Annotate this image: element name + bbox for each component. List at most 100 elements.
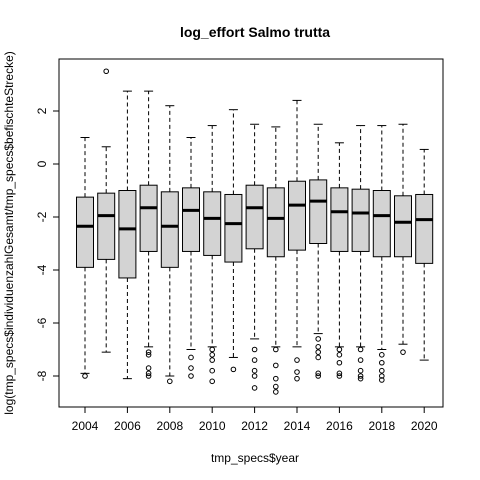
- outlier-point: [188, 365, 194, 371]
- outlier-point: [357, 357, 364, 363]
- y-tick-label: -4: [35, 264, 49, 275]
- iqr-box: [394, 195, 412, 258]
- box-2018: [372, 125, 391, 383]
- box-2004: [76, 137, 94, 379]
- iqr-box: [76, 196, 94, 268]
- outlier-point: [209, 346, 215, 353]
- outlier-point: [273, 383, 279, 390]
- y-tick-label: -2: [35, 211, 49, 222]
- iqr-box: [182, 187, 200, 252]
- outlier-point: [336, 346, 343, 353]
- box-2015: [309, 123, 328, 379]
- outlier-point: [379, 352, 385, 358]
- outlier-point: [251, 373, 258, 379]
- iqr-box: [309, 179, 328, 244]
- outlier-point: [315, 336, 322, 342]
- iqr-box: [288, 180, 306, 251]
- outlier-point: [379, 377, 385, 383]
- x-tick-label: 2004: [72, 419, 99, 433]
- outlier-point: [251, 346, 258, 353]
- outlier-point: [251, 385, 258, 391]
- outlier-point: [251, 367, 258, 374]
- box-2006: [118, 90, 137, 380]
- box-2011: [224, 109, 243, 373]
- x-tick-label: 2008: [156, 419, 183, 433]
- outlier-point: [294, 357, 300, 363]
- iqr-box: [97, 192, 116, 260]
- box-2010: [203, 125, 222, 385]
- iqr-box: [351, 188, 370, 252]
- outlier-point: [379, 373, 385, 379]
- y-tick-label: 2: [35, 107, 49, 114]
- outlier-point: [315, 370, 322, 377]
- box-2012: [245, 123, 264, 391]
- outlier-point: [209, 378, 215, 385]
- y-axis-label: log(tmp_specs$individuenzahlGesamt/tmp_s…: [2, 51, 16, 415]
- outlier-point: [336, 370, 343, 377]
- outlier-point: [145, 352, 152, 358]
- iqr-box: [415, 193, 434, 264]
- x-axis-label: tmp_specs$year: [211, 451, 299, 465]
- box-2020: [415, 148, 434, 361]
- boxes-layer: [76, 68, 434, 395]
- outlier-point: [315, 349, 322, 355]
- outlier-point: [167, 378, 173, 385]
- y-tick-label: -8: [35, 370, 49, 381]
- outlier-point: [188, 354, 194, 361]
- box-2013: [266, 126, 285, 395]
- x-tick-label: 2012: [241, 419, 268, 433]
- box-2008: [160, 105, 179, 385]
- outlier-point: [294, 369, 300, 375]
- iqr-box: [139, 184, 158, 252]
- outlier-point: [188, 373, 194, 379]
- x-tick-label: 2010: [199, 419, 226, 433]
- outlier-point: [315, 373, 322, 379]
- chart-title: log_effort Salmo trutta: [180, 24, 330, 40]
- x-axis: 2004 2006 2008 2010 2012 2014 2016 2018 2020: [72, 406, 438, 433]
- outlier-point: [336, 373, 343, 379]
- box-2014: [288, 99, 306, 382]
- y-tick-label: 0: [35, 160, 49, 167]
- box-2017: [351, 125, 370, 382]
- box-2009: [182, 137, 200, 379]
- x-tick-label: 2018: [368, 419, 395, 433]
- outlier-point: [357, 373, 364, 379]
- outlier-point: [145, 349, 152, 355]
- box-2019: [394, 123, 412, 355]
- y-axis: -8 -6 -4 -2 0 2: [35, 107, 60, 381]
- iqr-box: [330, 187, 349, 252]
- outlier-point: [273, 389, 279, 395]
- iqr-box: [245, 184, 264, 250]
- y-tick-label: -6: [35, 317, 49, 328]
- outlier-point: [357, 346, 364, 353]
- x-tick-label: 2006: [114, 419, 141, 433]
- outlier-point: [209, 367, 215, 374]
- outlier-point: [400, 349, 406, 355]
- outlier-point: [209, 357, 215, 363]
- outlier-point: [336, 359, 343, 366]
- iqr-box: [160, 191, 179, 268]
- outlier-point: [145, 370, 152, 377]
- iqr-box: [224, 193, 243, 263]
- outlier-point: [145, 365, 152, 371]
- outlier-point: [230, 366, 237, 373]
- iqr-box: [118, 190, 137, 279]
- outlier-point: [294, 375, 300, 382]
- iqr-box: [372, 190, 391, 258]
- x-tick-label: 2016: [326, 419, 353, 433]
- outlier-point: [357, 375, 364, 382]
- x-tick-label: 2014: [284, 419, 311, 433]
- box-2016: [330, 142, 349, 379]
- iqr-box: [203, 191, 222, 256]
- outlier-point: [103, 68, 109, 75]
- outlier-point: [251, 357, 258, 363]
- outlier-point: [315, 344, 322, 350]
- outlier-point: [379, 359, 385, 366]
- outlier-point: [379, 367, 385, 374]
- outlier-point: [273, 346, 279, 353]
- box-2005: [97, 68, 116, 353]
- outlier-point: [357, 367, 364, 374]
- iqr-box: [266, 187, 285, 258]
- outlier-point: [82, 373, 88, 379]
